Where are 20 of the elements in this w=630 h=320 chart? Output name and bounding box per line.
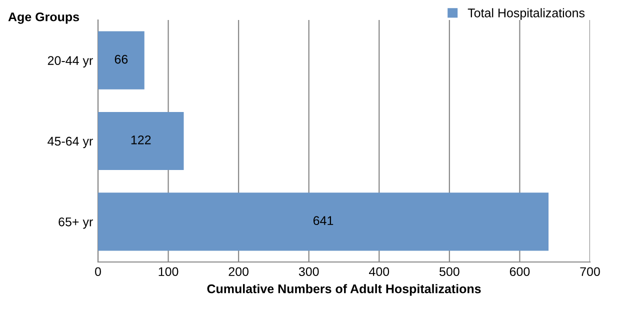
legend-label: Total Hospitalizations	[468, 8, 585, 20]
bar	[98, 112, 184, 170]
y-tick-label: 65+ yr	[58, 217, 93, 229]
x-tick-label: 100	[158, 267, 178, 276]
x-tick-label: 0	[95, 267, 101, 276]
x-tick-label: 400	[369, 267, 390, 276]
bar	[98, 31, 144, 90]
y-tick-label: 45-64 yr	[48, 136, 93, 148]
x-tick-label: 200	[228, 267, 249, 276]
x-tick-label: 600	[510, 267, 530, 276]
x-tick-label: 500	[440, 267, 460, 276]
x-axis-title: Cumulative Numbers of Adult Hospitalizations	[207, 284, 481, 296]
bar	[98, 192, 549, 251]
data-label: 122	[131, 136, 151, 144]
x-tick-label: 700	[580, 267, 600, 276]
y-axis-title: Age Groups	[8, 12, 80, 24]
data-label: 641	[313, 216, 334, 226]
x-tick-label: 300	[298, 267, 319, 276]
y-tick-label: 20-44 yr	[48, 56, 93, 68]
data-label: 66	[114, 54, 128, 64]
